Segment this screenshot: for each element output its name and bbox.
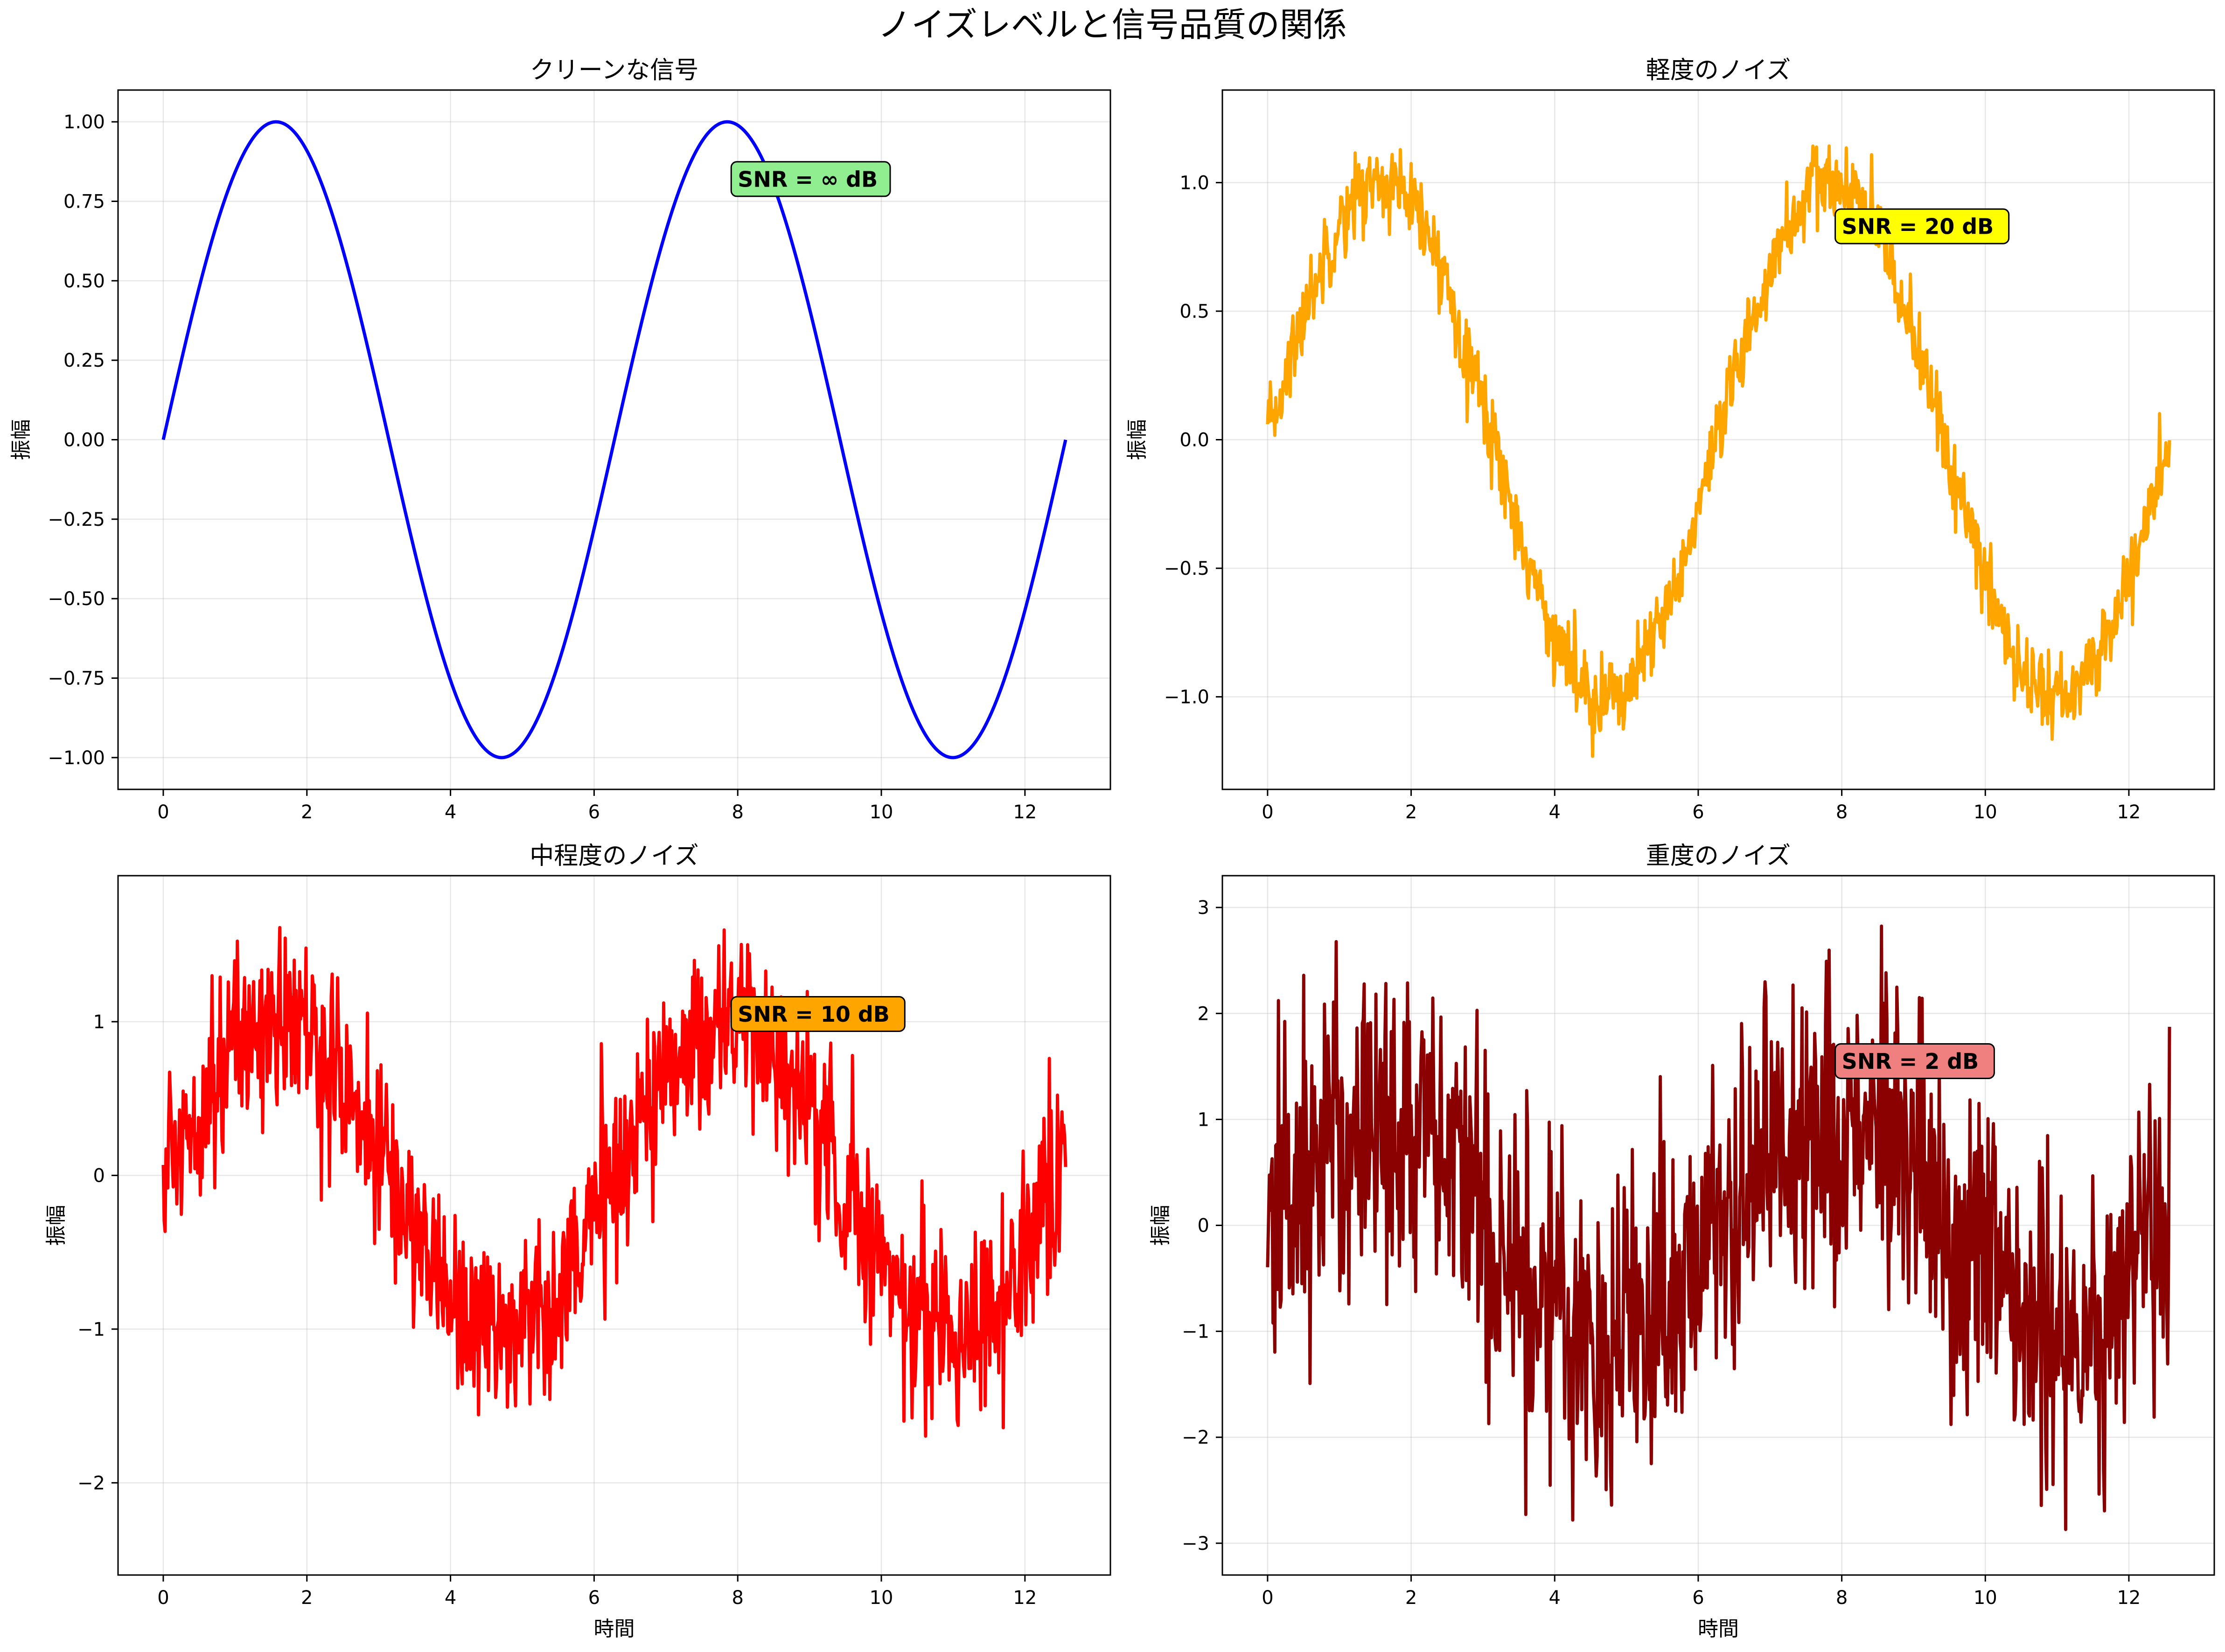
y-tick-label: 1.00 — [63, 112, 105, 133]
x-tick-label: 0 — [157, 1587, 169, 1609]
y-tick-label: −0.25 — [48, 509, 105, 530]
series-line-1 — [161, 120, 1067, 760]
y-tick-label: 0.00 — [63, 430, 105, 451]
x-axis-label: 時間 — [594, 1617, 635, 1641]
y-tick-label: −1 — [1182, 1321, 1209, 1343]
x-tick-label: 0 — [1262, 1587, 1273, 1609]
subplot-1: 0 2 4 6 8 10 12 −1.00 −0.75 −0.50 −0.25 0.00 0.25 0.5… — [9, 56, 1111, 823]
y-tick-label: 1 — [1198, 1109, 1209, 1130]
y-tick-label: −3 — [1182, 1533, 1209, 1554]
y-tick-label: −2 — [77, 1472, 105, 1494]
y-tick-label: 1 — [93, 1011, 105, 1033]
snr-annotation-label: SNR = 20 dB — [1842, 214, 1994, 239]
x-tick-label: 12 — [1013, 1587, 1037, 1609]
x-tick-label: 4 — [1549, 1587, 1561, 1609]
y-tick-label: 0 — [93, 1165, 105, 1186]
x-tick-label: 6 — [1692, 802, 1704, 823]
x-tick-label: 8 — [732, 1587, 743, 1609]
x-tick-label: 6 — [588, 1587, 600, 1609]
subplot-title: 軽度のノイズ — [1646, 56, 1791, 84]
x-tick-label: 2 — [301, 802, 313, 823]
y-tick-label: −0.5 — [1164, 558, 1209, 579]
y-axis-label: 振幅 — [9, 419, 33, 460]
snr-annotation-box — [1834, 208, 2010, 244]
y-axis-label: 振幅 — [1149, 1205, 1172, 1246]
series-line-1 — [161, 926, 1067, 1438]
y-tick-label: 1.0 — [1179, 172, 1209, 194]
x-tick-label: 8 — [1836, 802, 1848, 823]
x-tick-label: 0 — [157, 802, 169, 823]
y-axis-label: 振幅 — [44, 1205, 68, 1246]
x-tick-label: 4 — [445, 1587, 456, 1609]
y-tick-label: 0.5 — [1179, 301, 1209, 322]
x-tick-label: 12 — [2117, 1587, 2141, 1609]
figure-suptitle: ノイズレベルと信号品質の関係 — [878, 5, 1347, 44]
subplot-title: 重度のノイズ — [1646, 842, 1791, 870]
x-tick-label: 2 — [1405, 802, 1417, 823]
axes-frame — [117, 875, 1111, 1576]
snr-annotation-box — [730, 161, 891, 197]
x-tick-label: 8 — [1836, 1587, 1848, 1609]
y-tick-label: −1.00 — [48, 747, 105, 769]
x-tick-label: 0 — [1262, 802, 1273, 823]
y-tick-label: 0.0 — [1179, 430, 1209, 451]
subplot-title: 中程度のノイズ — [530, 842, 698, 870]
x-tick-label: 2 — [1405, 1587, 1417, 1609]
y-tick-label: 0.50 — [63, 271, 105, 292]
x-tick-label: 4 — [1549, 802, 1561, 823]
x-tick-label: 10 — [1974, 1587, 1997, 1609]
snr-annotation-label: SNR = 10 dB — [738, 1002, 890, 1027]
x-tick-label: 10 — [870, 1587, 893, 1609]
snr-annotation-box — [1834, 1043, 1995, 1079]
y-tick-label: 0.25 — [63, 350, 105, 371]
snr-annotation-label: SNR = 2 dB — [1842, 1049, 1979, 1074]
x-tick-label: 8 — [732, 802, 743, 823]
x-tick-label: 10 — [870, 802, 893, 823]
y-tick-label: 2 — [1198, 1003, 1209, 1025]
y-tick-label: 0.75 — [63, 191, 105, 212]
x-tick-label: 2 — [301, 1587, 313, 1609]
x-tick-label: 10 — [1974, 802, 1997, 823]
y-axis-label: 振幅 — [1125, 419, 1149, 460]
y-tick-label: 3 — [1198, 897, 1209, 919]
snr-annotation-box — [730, 996, 906, 1032]
x-tick-label: 6 — [1692, 1587, 1704, 1609]
y-tick-label: −1 — [77, 1319, 105, 1340]
x-tick-label: 4 — [445, 802, 456, 823]
x-tick-label: 12 — [2117, 802, 2141, 823]
x-axis-label: 時間 — [1698, 1617, 1739, 1641]
y-tick-label: −2 — [1182, 1427, 1209, 1449]
series-line-1 — [1266, 144, 2171, 758]
series-line-1 — [1266, 924, 2171, 1531]
subplot-grid: 0 2 4 6 8 10 12−1.00−0.75−0.50−0.250.000.250.5… — [9, 56, 2215, 1641]
x-tick-label: 12 — [1013, 802, 1037, 823]
y-tick-label: −0.75 — [48, 668, 105, 690]
y-tick-label: −0.50 — [48, 588, 105, 610]
x-tick-label: 6 — [588, 802, 600, 823]
y-tick-label: −1.0 — [1164, 687, 1209, 708]
y-tick-label: 0 — [1198, 1215, 1209, 1237]
snr-annotation-label: SNR = ∞ dB — [738, 167, 878, 192]
subplot-title: クリーンな信号 — [530, 56, 698, 84]
